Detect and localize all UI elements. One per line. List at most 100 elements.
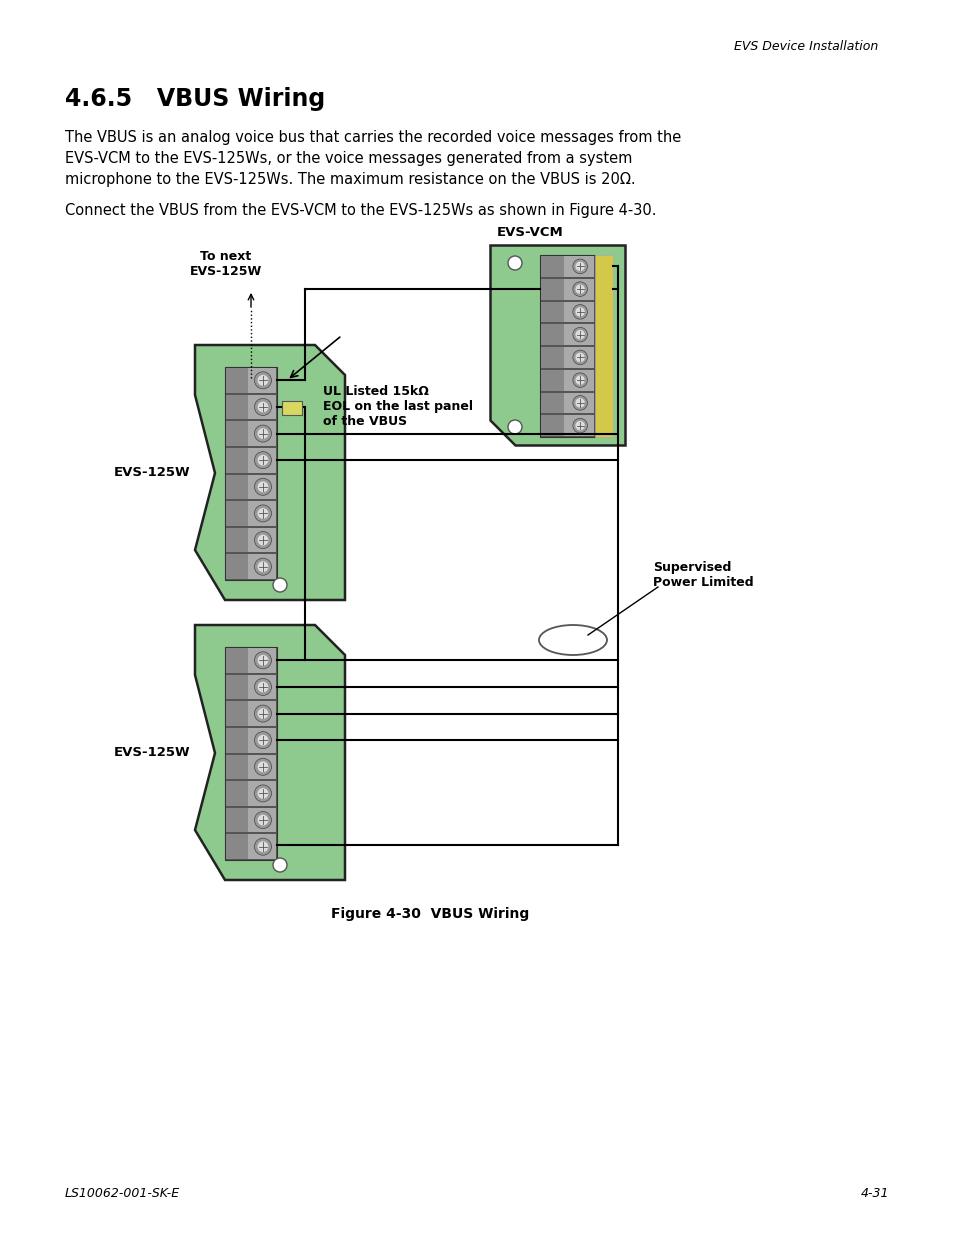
Text: Supervised
Power Limited: Supervised Power Limited (652, 561, 753, 589)
Bar (226, 395, 248, 419)
Bar (225, 647, 276, 860)
Circle shape (576, 353, 583, 362)
Polygon shape (490, 245, 624, 445)
Bar (226, 674, 248, 699)
Circle shape (254, 531, 272, 548)
Bar (226, 555, 248, 579)
Polygon shape (194, 625, 345, 881)
Circle shape (254, 505, 272, 522)
Bar (226, 701, 275, 726)
Circle shape (258, 842, 268, 851)
Text: 4.6.5   VBUS Wiring: 4.6.5 VBUS Wiring (65, 86, 325, 111)
Text: 4-31: 4-31 (860, 1187, 888, 1200)
Bar (226, 648, 275, 673)
Bar (226, 755, 248, 779)
Bar (226, 808, 248, 832)
Bar (540, 279, 563, 300)
Bar (226, 781, 275, 805)
Bar (226, 808, 275, 832)
Bar (282, 401, 302, 415)
Text: EVS-125W: EVS-125W (113, 466, 190, 479)
Text: Figure 4-30  VBUS Wiring: Figure 4-30 VBUS Wiring (331, 906, 529, 921)
Circle shape (572, 282, 587, 296)
Bar (226, 501, 275, 526)
Bar (226, 474, 275, 499)
Circle shape (254, 785, 272, 802)
Circle shape (572, 305, 587, 319)
Bar (540, 325, 594, 345)
Bar (540, 256, 594, 277)
Circle shape (254, 372, 272, 389)
Circle shape (258, 562, 268, 572)
Circle shape (254, 811, 272, 829)
Circle shape (258, 403, 268, 411)
Bar (226, 474, 248, 499)
Circle shape (572, 373, 587, 388)
Text: LS10062-001-SK-E: LS10062-001-SK-E (65, 1187, 180, 1200)
Bar (540, 347, 563, 368)
Bar (226, 501, 248, 526)
Circle shape (254, 652, 272, 669)
Circle shape (258, 815, 268, 825)
Bar (540, 415, 563, 436)
Bar (226, 781, 248, 805)
Bar (540, 415, 594, 436)
Bar (540, 369, 594, 390)
Circle shape (273, 858, 287, 872)
Bar (226, 701, 248, 726)
Circle shape (258, 682, 268, 692)
Circle shape (507, 256, 521, 270)
Text: Connect the VBUS from the EVS-VCM to the EVS-125Ws as shown in Figure 4-30.: Connect the VBUS from the EVS-VCM to the… (65, 203, 656, 219)
Bar (226, 395, 275, 419)
Bar (540, 369, 563, 390)
Circle shape (258, 709, 268, 719)
Circle shape (254, 478, 272, 495)
Bar (226, 727, 275, 752)
Bar (540, 279, 594, 300)
Bar (540, 301, 594, 322)
Bar (226, 368, 275, 393)
Bar (595, 254, 613, 437)
Text: EVS-VCM: EVS-VCM (497, 226, 563, 240)
Circle shape (258, 536, 268, 545)
Circle shape (576, 285, 583, 293)
Bar (226, 421, 248, 446)
Bar (539, 254, 595, 437)
Circle shape (572, 327, 587, 342)
Bar (226, 755, 275, 779)
Bar (540, 301, 563, 322)
Circle shape (576, 377, 583, 384)
Bar (540, 393, 594, 414)
Bar (226, 674, 275, 699)
Bar (226, 648, 248, 673)
Circle shape (258, 762, 268, 772)
Circle shape (254, 758, 272, 776)
Circle shape (576, 399, 583, 406)
Circle shape (273, 578, 287, 592)
Text: The VBUS is an analog voice bus that carries the recorded voice messages from th: The VBUS is an analog voice bus that car… (65, 130, 680, 144)
Circle shape (258, 509, 268, 519)
Text: EVS-125W: EVS-125W (113, 746, 190, 760)
Text: EVS Device Installation: EVS Device Installation (733, 40, 877, 53)
Circle shape (576, 331, 583, 338)
Circle shape (258, 482, 268, 492)
Circle shape (576, 421, 583, 430)
Circle shape (576, 308, 583, 316)
Circle shape (258, 736, 268, 745)
Circle shape (507, 420, 521, 433)
Bar (540, 325, 563, 345)
Bar (540, 393, 563, 414)
Circle shape (572, 419, 587, 433)
Circle shape (572, 395, 587, 410)
Text: UL Listed 15kΩ
EOL on the last panel
of the VBUS: UL Listed 15kΩ EOL on the last panel of … (323, 385, 473, 429)
Bar (540, 256, 563, 277)
Text: To next
EVS-125W: To next EVS-125W (190, 249, 262, 278)
Circle shape (258, 656, 268, 664)
Bar (226, 835, 248, 860)
Polygon shape (194, 345, 345, 600)
Circle shape (572, 259, 587, 274)
Bar (225, 367, 276, 580)
Circle shape (254, 678, 272, 695)
Circle shape (254, 731, 272, 748)
Bar (226, 835, 275, 860)
